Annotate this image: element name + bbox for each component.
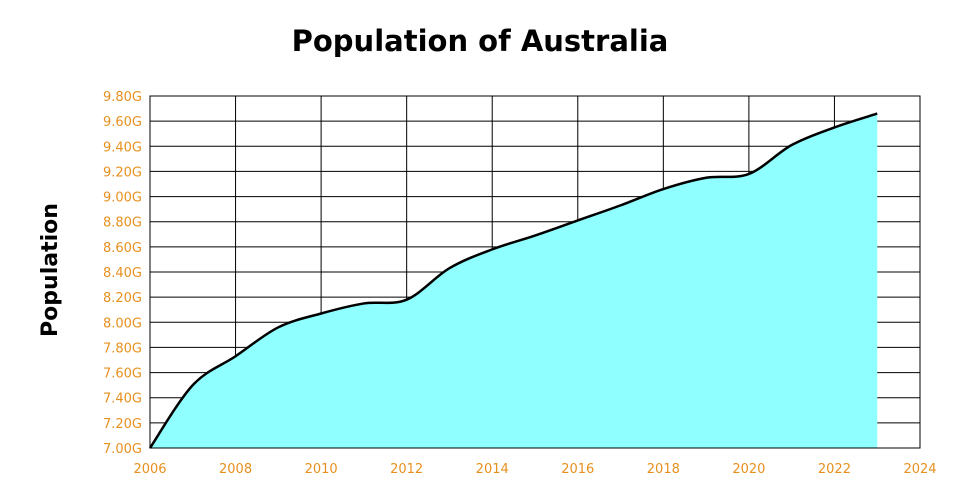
y-tick-label: 7.40G: [103, 392, 142, 407]
y-tick-label: 7.00G: [103, 442, 142, 457]
plot-border: [149, 95, 921, 449]
y-tick-label: 8.80G: [103, 216, 142, 231]
y-axis-label: Population: [38, 203, 63, 337]
y-axis-ticks: 7.00G 7.20G 7.40G 7.60G 7.80G 8.00G 8.20G 8.40G…: [103, 90, 142, 457]
area-fill: [150, 113, 878, 448]
y-tick-label: 8.20G: [103, 291, 142, 306]
y-tick-label: 9.60G: [103, 115, 142, 130]
x-tick-label: 2024: [903, 462, 936, 477]
y-tick-label: 9.20G: [103, 165, 142, 180]
y-tick-label: 9.80G: [103, 90, 142, 105]
series-line: [148, 112, 878, 449]
y-tick-label: 9.40G: [103, 140, 142, 155]
y-tick-label: 7.20G: [103, 417, 142, 432]
y-tick-label: 8.00G: [103, 316, 142, 331]
x-tick-label: 2006: [133, 462, 166, 477]
x-tick-label: 2022: [818, 462, 851, 477]
x-tick-label: 2016: [561, 462, 594, 477]
x-axis-ticks: 2006 2008 2010 2012 2014 2016 2018 2020 2022 2024: [133, 462, 936, 477]
x-tick-label: 2018: [647, 462, 680, 477]
y-tick-label: 7.80G: [103, 341, 142, 356]
y-tick-label: 8.60G: [103, 241, 142, 256]
x-tick-label: 2012: [390, 462, 423, 477]
y-tick-label: 7.60G: [103, 367, 142, 382]
chart-title: Population of Australia: [291, 24, 669, 58]
y-tick-label: 9.00G: [103, 191, 142, 206]
x-tick-label: 2014: [476, 462, 509, 477]
y-tick-label: 8.40G: [103, 266, 142, 281]
x-tick-label: 2020: [732, 462, 765, 477]
x-tick-label: 2010: [305, 462, 338, 477]
x-tick-label: 2008: [219, 462, 252, 477]
